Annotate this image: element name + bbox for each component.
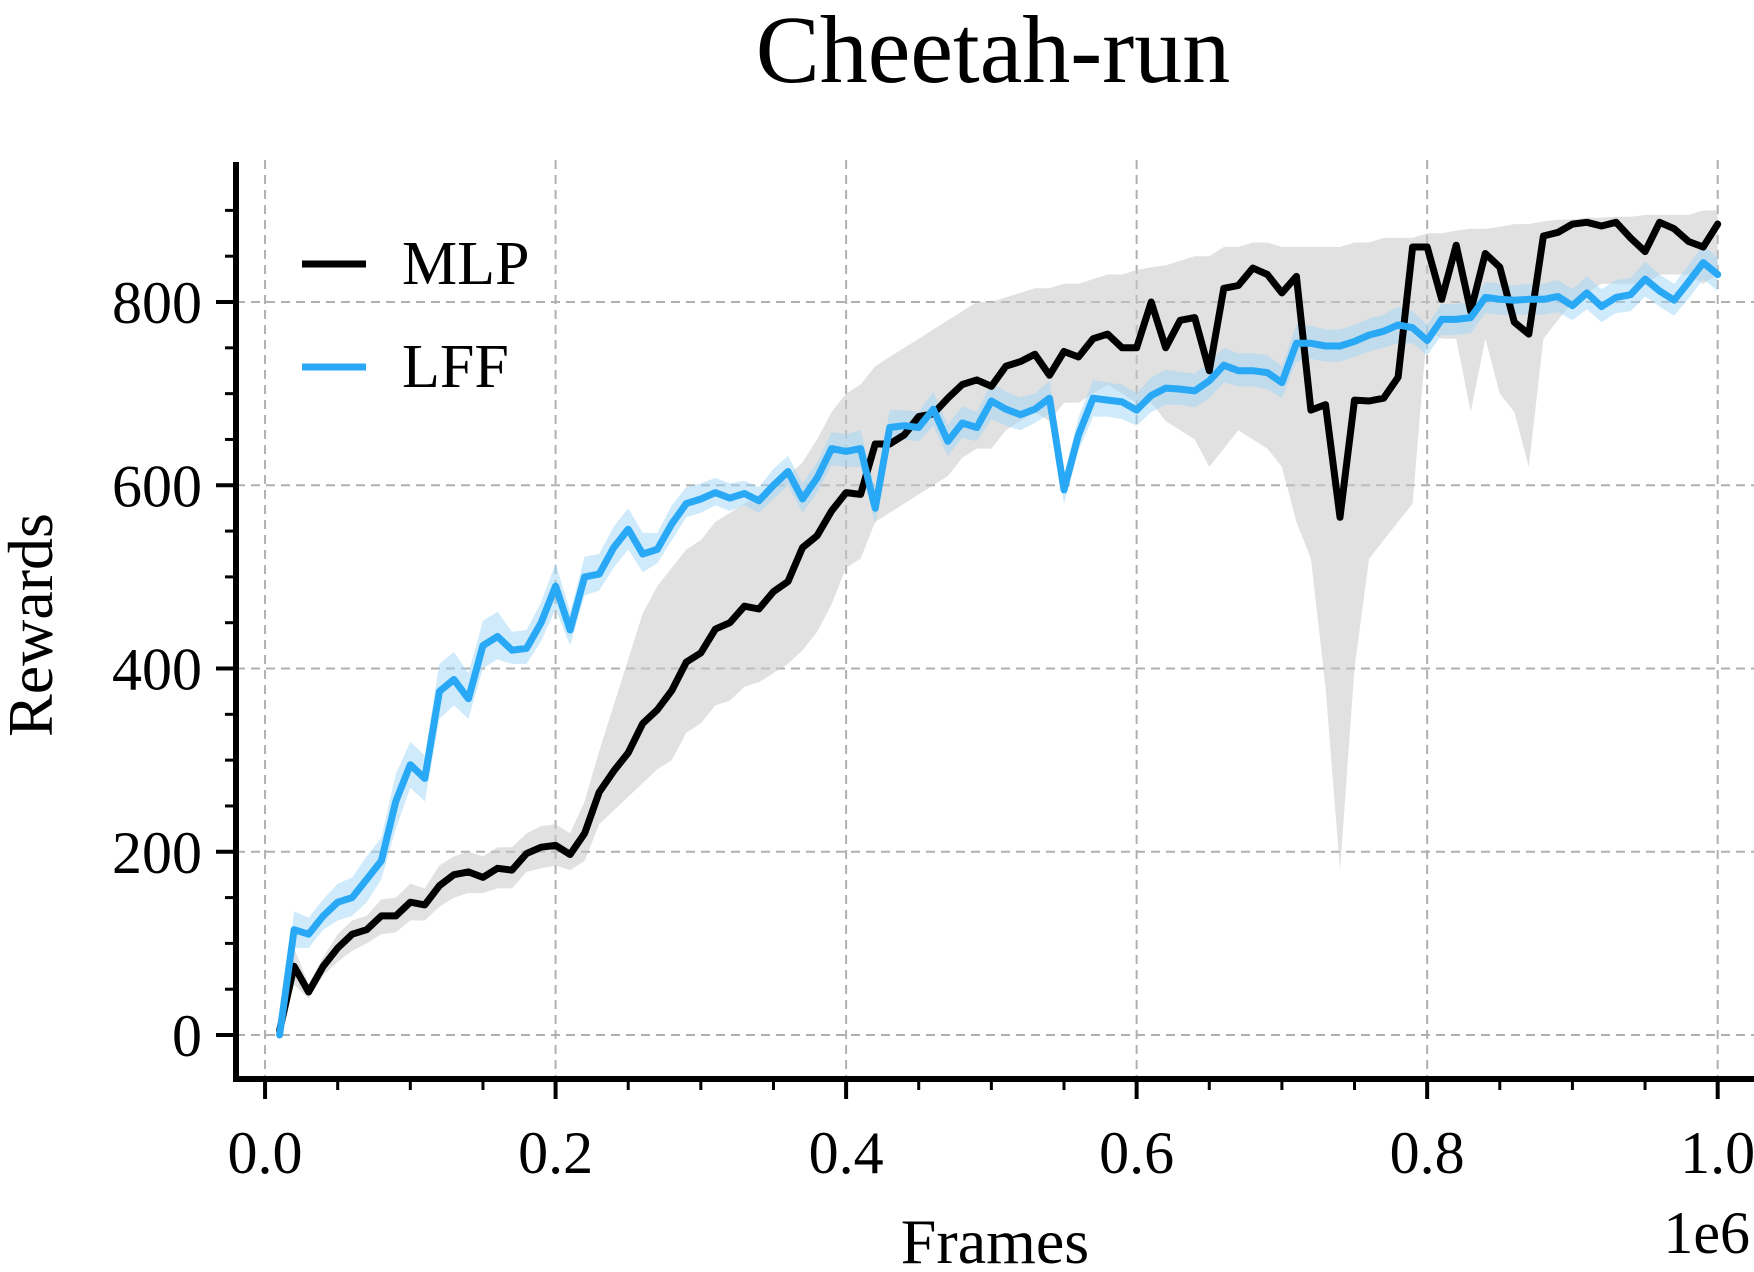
- x-tick-label: 0.2: [518, 1120, 593, 1186]
- x-tick-label: 1.0: [1680, 1120, 1754, 1186]
- series-line-lff: [276, 259, 1722, 1039]
- x-ticks: 0.0 0.2 0.4 0.6 0.8 1.0: [228, 1079, 1754, 1186]
- y-tick-label: 0: [172, 1003, 202, 1069]
- y-tick-label: 200: [112, 820, 202, 886]
- series-lines: [276, 218, 1722, 1039]
- y-tick-label: 800: [112, 270, 202, 336]
- series-line-mlp: [276, 218, 1722, 1034]
- chart-title: Cheetah-run: [756, 0, 1230, 103]
- y-ticks: 0 200 400 600 800: [112, 208, 236, 1069]
- x-tick-label: 0.8: [1390, 1120, 1465, 1186]
- y-tick-label: 400: [112, 637, 202, 703]
- x-tick-label: 0.0: [228, 1120, 303, 1186]
- x-tick-label: 0.4: [809, 1120, 884, 1186]
- y-axis-label: Rewards: [0, 513, 66, 737]
- x-axis-label: Frames: [901, 1206, 1089, 1272]
- legend-label-mlp: MLP: [402, 230, 529, 298]
- x-tick-label: 0.6: [1099, 1120, 1174, 1186]
- x-axis-offset-label: 1e6: [1663, 1200, 1750, 1266]
- legend-label-lff: LFF: [402, 333, 509, 401]
- band-mlp: [279, 210, 1718, 1035]
- y-tick-label: 600: [112, 453, 202, 519]
- legend: MLP LFF: [302, 230, 529, 401]
